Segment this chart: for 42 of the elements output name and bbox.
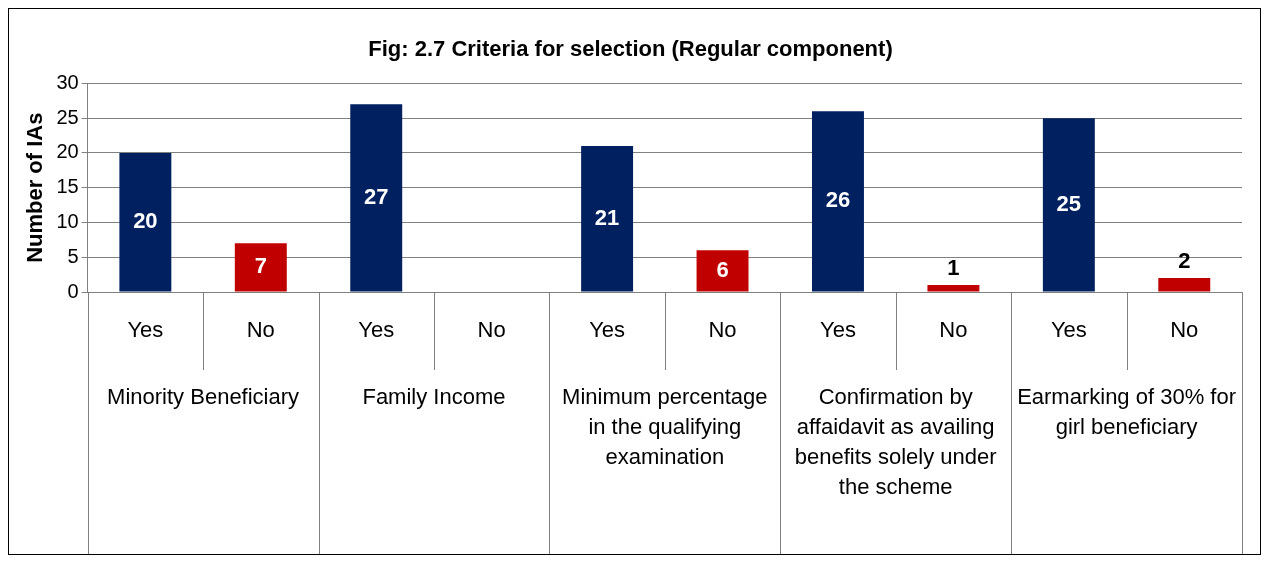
y-axis-title: Number of IAs	[22, 112, 48, 263]
bar	[350, 104, 403, 292]
x-tick-label: No	[1170, 317, 1199, 343]
text: Minority Beneficiary	[107, 384, 300, 410]
x-tick-label: No	[939, 317, 968, 343]
x-tick-label: Yes	[127, 317, 164, 343]
x-tick-label: No	[708, 317, 737, 343]
x-tick-label: No	[477, 317, 506, 343]
x-tick-label: Yes	[1050, 317, 1087, 343]
y-tick-label: 5	[67, 244, 79, 267]
data-label: 2	[1178, 248, 1191, 274]
text: Earmarking of 30% for girl beneficiary	[1017, 384, 1236, 440]
data-label: 6	[716, 256, 729, 282]
data-label: 7	[254, 253, 267, 279]
text: Family Income	[362, 384, 506, 410]
data-label: 21	[594, 204, 620, 230]
data-label: 27	[363, 183, 389, 209]
x-tick-label: Yes	[589, 317, 626, 343]
y-tick-label: 20	[56, 140, 79, 163]
chart-title: Fig: 2.7 Criteria for selection (Regular component)	[368, 36, 893, 62]
text: Minimum percentage in the qualifying examination	[562, 384, 768, 470]
data-label: 25	[1056, 190, 1082, 216]
text: Confirmation by affaidavit as availing benefits solely under the scheme	[794, 384, 997, 500]
x-tick-label: No	[246, 317, 275, 343]
data-label: 1	[947, 255, 960, 281]
bar	[696, 250, 749, 292]
y-tick-label: 15	[56, 175, 79, 198]
y-tick-label: 30	[56, 70, 79, 93]
x-tick-label: Yes	[820, 317, 856, 343]
bar	[581, 145, 634, 292]
bar	[119, 152, 172, 292]
bar	[1158, 278, 1211, 292]
y-tick-label: 0	[67, 279, 79, 302]
x-tick-label: Yes	[358, 317, 395, 343]
bar	[1042, 118, 1095, 292]
bar	[927, 285, 980, 292]
data-label: 26	[825, 187, 851, 213]
data-label: 20	[133, 208, 158, 234]
y-tick-label: 10	[56, 209, 79, 232]
y-tick-label: 25	[56, 105, 79, 128]
bar	[812, 111, 864, 292]
bar	[234, 243, 287, 292]
